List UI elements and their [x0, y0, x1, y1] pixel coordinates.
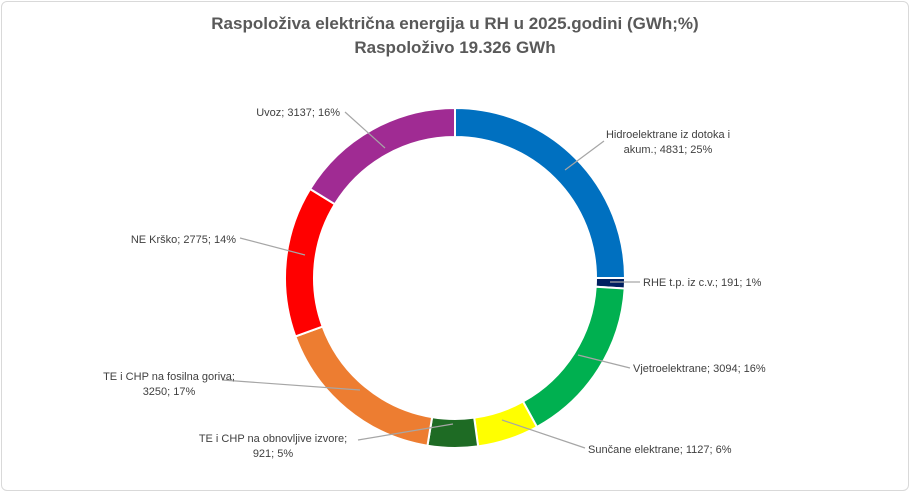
data-label-line: RHE t.p. iz c.v.; 191; 1%	[643, 277, 762, 289]
data-label-line: NE Krško; 2775; 14%	[131, 234, 236, 246]
slice-2	[521, 285, 626, 429]
data-label-line: Hidroelektrane iz dotoka i	[606, 129, 730, 141]
data-label-line: Uvoz; 3137; 16%	[256, 107, 340, 119]
data-label-line: 3250; 17%	[143, 386, 196, 398]
leader-line	[577, 354, 631, 369]
data-label: Hidroelektrane iz dotoka i akum.; 4831; 2…	[606, 129, 730, 156]
data-label-line: TE i CHP na fosilna goriva;	[103, 371, 235, 383]
chart-title: Raspoloživa električna energija u RH u 2…	[211, 14, 699, 33]
leader-line	[221, 379, 361, 391]
data-label: Uvoz; 3137; 16%	[256, 107, 340, 119]
data-label: TE i CHP na obnovljive izvore; 921; 5%	[199, 433, 347, 460]
leader-line	[344, 111, 386, 149]
slice-0	[454, 106, 627, 279]
data-label: TE i CHP na fosilna goriva; 3250; 17%	[103, 371, 235, 398]
data-label: RHE t.p. iz c.v.; 191; 1%	[643, 277, 762, 289]
leader-line	[564, 140, 605, 171]
slice-5	[294, 325, 434, 447]
data-label: Vjetroelektrane; 3094; 16%	[633, 363, 766, 375]
data-label: Sunčane elektrane; 1127; 6%	[588, 444, 732, 456]
leader-line	[501, 419, 586, 449]
chart-subtitle: Raspoloživo 19.326 GWh	[354, 38, 556, 57]
data-label: NE Krško; 2775; 14%	[131, 234, 236, 246]
data-label-line: Vjetroelektrane; 3094; 16%	[633, 363, 766, 375]
slice-4	[426, 415, 480, 449]
slice-7	[308, 106, 456, 206]
data-label-line: TE i CHP na obnovljive izvore;	[199, 433, 347, 445]
leader-line	[239, 237, 306, 256]
data-label-line: Sunčane elektrane; 1127; 6%	[588, 444, 732, 456]
slice-3	[473, 400, 539, 448]
leader-line	[357, 423, 454, 441]
data-label-line: akum.; 4831; 25%	[624, 144, 713, 156]
slice-6	[284, 187, 337, 338]
data-label-line: 921; 5%	[253, 448, 294, 460]
